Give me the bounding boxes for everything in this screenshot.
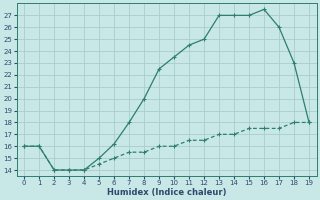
X-axis label: Humidex (Indice chaleur): Humidex (Indice chaleur) <box>107 188 226 197</box>
